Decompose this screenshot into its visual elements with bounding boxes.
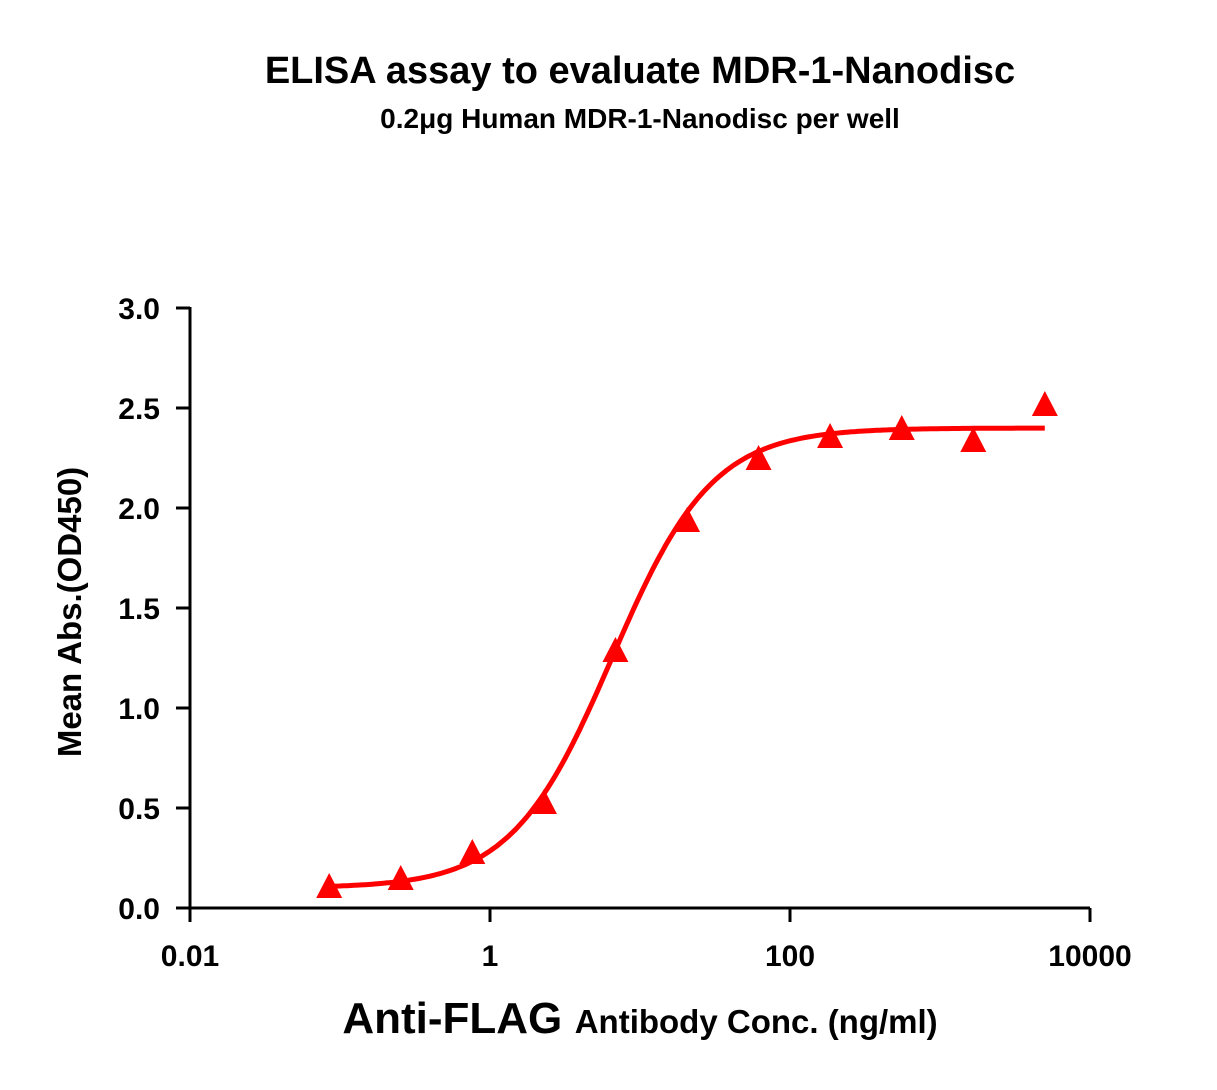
data-point bbox=[530, 789, 557, 814]
data-point bbox=[316, 873, 343, 898]
y-axis-label: Mean Abs.(OD450) bbox=[51, 467, 88, 757]
x-tick-label: 10000 bbox=[1048, 940, 1131, 973]
y-tick-label: 1.5 bbox=[118, 593, 160, 626]
data-point bbox=[960, 427, 987, 452]
data-point bbox=[387, 865, 414, 890]
x-axis-label-main: Anti-FLAG bbox=[342, 994, 562, 1043]
y-tick-label: 0.5 bbox=[118, 793, 160, 826]
y-tick-label: 2.0 bbox=[118, 493, 160, 526]
y-tick-label: 3.0 bbox=[118, 293, 160, 326]
x-tick-label: 0.01 bbox=[161, 940, 219, 973]
data-point bbox=[1031, 391, 1058, 416]
y-tick-label: 1.0 bbox=[118, 693, 160, 726]
chart-title: ELISA assay to evaluate MDR-1-Nanodisc bbox=[265, 50, 1015, 92]
data-point bbox=[602, 637, 629, 662]
y-tick-label: 0.0 bbox=[118, 893, 160, 926]
data-point bbox=[888, 415, 915, 440]
fit-curve bbox=[329, 425, 1045, 889]
data-points bbox=[316, 391, 1058, 898]
x-tick-label: 100 bbox=[765, 940, 815, 973]
data-point bbox=[817, 423, 844, 448]
data-point bbox=[674, 507, 701, 532]
axes: 0.0 0.5 1.0 1.5 2.0 2.5 3.0 0.01 1 100 10000 bbox=[118, 293, 1131, 973]
x-axis-label: Anti-FLAG Antibody Conc. (ng/ml) bbox=[342, 994, 937, 1043]
data-point bbox=[745, 445, 772, 470]
data-point bbox=[459, 839, 486, 864]
x-axis-label-rest: Antibody Conc. (ng/ml) bbox=[575, 1003, 938, 1040]
y-tick-label: 2.5 bbox=[118, 393, 160, 426]
x-tick-label: 1 bbox=[482, 940, 499, 973]
chart-subtitle: 0.2μg Human MDR-1-Nanodisc per well bbox=[380, 103, 900, 134]
